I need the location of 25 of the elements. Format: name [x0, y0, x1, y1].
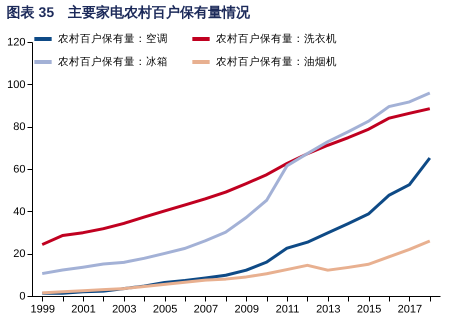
line-series [40, 92, 432, 276]
legend-label: 农村百户保有量：空调 [58, 32, 168, 45]
line-series [40, 107, 432, 246]
x-tick-label: 2013 [316, 304, 341, 316]
y-tick-label: 60 [13, 164, 26, 176]
y-tick-label: 20 [13, 248, 26, 260]
x-tick-label: 2017 [398, 304, 422, 316]
chart-title: 图表 35 主要家电农村百户保有量情况 [6, 4, 252, 20]
y-tick-label: 120 [7, 36, 26, 48]
x-tick-label: 1999 [30, 304, 55, 316]
x-tick-label: 2005 [152, 304, 178, 316]
x-tick-label: 2015 [356, 304, 382, 316]
x-tick-label: 2003 [112, 304, 137, 316]
legend-label: 农村百户保有量：油烟机 [216, 55, 337, 68]
y-tick-label: 0 [19, 290, 26, 302]
y-tick-label: 80 [13, 121, 26, 134]
line-series [40, 239, 432, 294]
y-tick-label: 100 [7, 78, 26, 91]
legend-label: 农村百户保有量：洗衣机 [216, 32, 337, 45]
x-tick-label: 2001 [71, 304, 96, 316]
x-tick-label: 2011 [276, 304, 300, 316]
y-tick-label: 40 [13, 206, 26, 218]
x-tick-label: 2007 [194, 304, 218, 316]
x-tick-label: 2009 [234, 304, 259, 316]
legend-label: 农村百户保有量：冰箱 [58, 55, 168, 68]
